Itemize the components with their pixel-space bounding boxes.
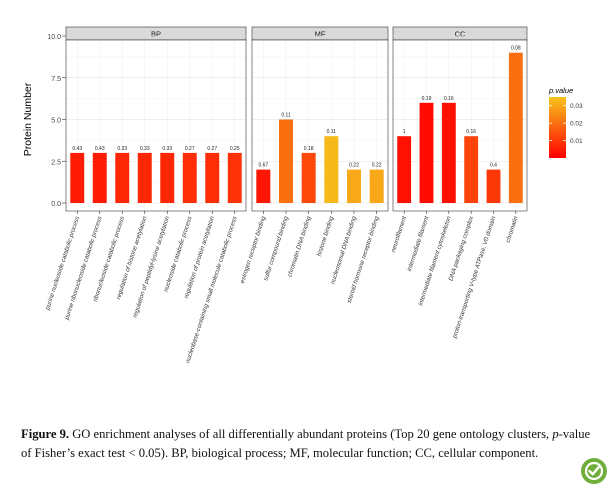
bar-chromatin [508,52,523,204]
panel-border-mf [251,39,389,212]
bar-nucleoside-catabolic-process [182,152,197,203]
x-tick-label: chromatin [505,215,520,244]
data-label: 0.67 [258,163,268,169]
x-tick-label: sulfur compound binding [262,215,290,282]
bar-nucleosomal-dna-binding [347,169,361,203]
bar-proton-transporting-v-type-atpase-v0-domain [486,169,501,203]
bar-purine-nucleoside-catabolic-process [70,152,85,203]
bar-histone-binding [324,136,339,203]
data-label: 0.11 [281,113,291,119]
bar-steroid-hormone-receptor-binding [369,169,384,203]
x-tick-label: intermediate filament [406,215,430,272]
bar-regulation-of-peptidyl-lysine-acetylation [160,152,175,203]
data-label: 0.27 [207,146,217,152]
data-label: 0.27 [185,146,195,152]
bar-estrogen-receptor-binding [256,169,271,203]
panel-bg-cc [393,40,527,211]
y-axis-title: Protein Number [22,82,34,156]
bar-intermediate-filament [419,102,434,203]
data-label: 0.25 [230,146,240,152]
legend-tick-label: 0.03 [570,103,583,110]
data-label: 0.22 [349,163,359,169]
caption-text-2: -value of Fisher’s exact test < 0.05). B… [21,427,591,460]
data-label: 0.33 [140,146,150,152]
data-label: 0.08 [511,46,521,52]
panel-bg-mf [252,40,388,211]
x-tick-label: estrogen receptor binding [239,215,268,284]
data-label: 0.33 [162,146,172,152]
check-logo-icon [581,458,607,484]
bar-purine-ribonucleoside-catabolic-process [92,152,107,203]
facet-title-mf: MF [315,30,326,39]
panel-border-bp [65,39,247,212]
caption-text-1: GO enrichment analyses of all differenti… [69,427,553,441]
figure-label: Figure 9. [21,427,70,441]
x-tick-label: neurofilament [390,215,408,253]
legend-tick-label: 0.01 [570,138,583,145]
x-tick-label: histone binding [316,215,336,257]
caption-italic-p: p [552,427,559,441]
data-label: 0.4 [490,163,497,169]
x-tick-label: DNA packaging complex [448,215,476,282]
x-tick-label: chromatin DNA binding [286,215,312,278]
y-tick-label: 7.5 [51,76,61,83]
bar-regulation-of-histone-acetylation [137,152,152,203]
figure-caption: Figure 9. GO enrichment analyses of all … [21,425,599,463]
y-tick-label: 0.0 [51,201,61,208]
x-tick-label: proton-transporting V-type ATPase, V0 do… [451,215,498,340]
bar-dna-packaging-complex [464,136,479,203]
data-label: 0.16 [466,129,476,135]
data-label: 0.18 [304,146,314,152]
data-label: 1 [403,129,406,135]
bar-sulfur-compound-binding [279,119,293,203]
legend-tick-label: 0.02 [570,121,583,128]
bar-regulation-of-protein-acetylation [205,152,220,203]
y-tick-label: 2.5 [51,159,61,166]
data-label: 0.19 [422,96,432,102]
y-tick-label: 5.0 [51,118,61,125]
data-label: 0.16 [444,96,454,102]
data-label: 0.33 [117,146,127,152]
bar-intermediate-filament-cytoskeleton [441,102,456,203]
data-label: 0.11 [327,129,337,135]
facet-title-cc: CC [455,30,466,39]
facet-title-bp: BP [151,30,161,39]
legend-title: p.value [548,86,573,95]
bar-nucleobase-containing-small-molecule-catabolic-process [227,152,242,203]
legend-colorbar [549,97,566,158]
bar-chromatin-dna-binding [301,152,316,203]
y-tick-label: 10.0 [47,34,61,41]
panel-border-cc [392,39,528,212]
data-label: 0.22 [372,163,382,169]
data-label: 0.43 [72,146,82,152]
bar-ribonucleoside-catabolic-process [115,152,130,203]
data-label: 0.43 [95,146,105,152]
bar-neurofilament [397,136,412,203]
